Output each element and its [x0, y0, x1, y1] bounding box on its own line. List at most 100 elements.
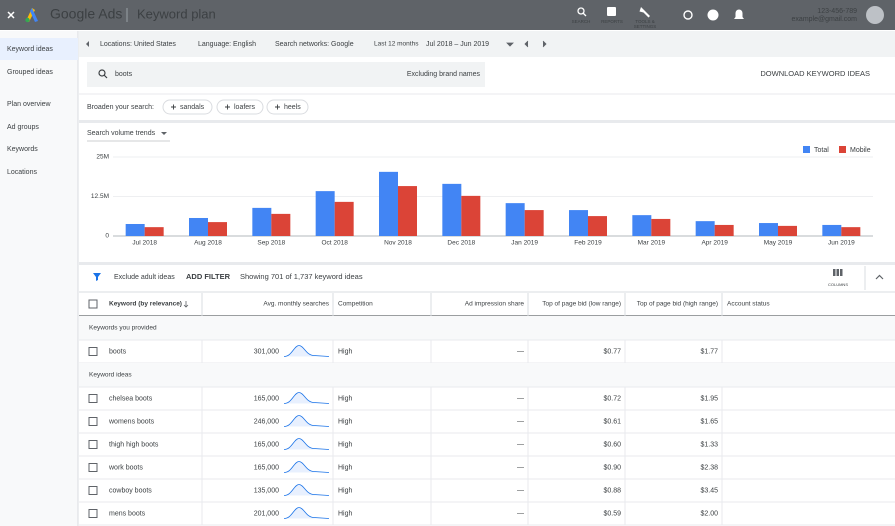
- keyword[interactable]: womens boots: [108, 418, 155, 425]
- account-email: example@gmail.com: [792, 16, 858, 23]
- checkbox[interactable]: [88, 394, 98, 403]
- bid-high: $3.45: [700, 487, 718, 494]
- showing-count: Showing 701 of 1,737 keyword ideas: [240, 272, 363, 281]
- bar: [461, 195, 481, 236]
- checkbox[interactable]: [88, 347, 98, 356]
- chip[interactable]: [216, 99, 264, 115]
- column-header[interactable]: Top of page bid (low range): [542, 301, 621, 308]
- column-header[interactable]: Account status: [727, 301, 770, 308]
- competition: High: [338, 348, 353, 355]
- bar: [505, 203, 525, 236]
- nav-label[interactable]: TOOLS &: [635, 19, 654, 24]
- sparkline: [283, 438, 330, 450]
- sidebar-item[interactable]: Plan overview: [7, 101, 52, 108]
- column-header[interactable]: Ad impression share: [465, 301, 525, 308]
- filter-locations[interactable]: Locations: United States: [100, 41, 176, 48]
- filter-period: Last 12 months: [374, 41, 419, 48]
- brand-option[interactable]: Excluding brand names: [407, 71, 481, 78]
- filter-bar: [79, 31, 895, 57]
- search-box[interactable]: [87, 62, 485, 87]
- section-title: Keywords you provided: [89, 325, 157, 332]
- column-header[interactable]: Keyword (by relevance): [109, 301, 182, 308]
- avg-searches: 246,000: [254, 418, 279, 425]
- sidebar-item[interactable]: Locations: [7, 169, 37, 176]
- toolbar-icons: [577, 7, 744, 21]
- y-tick-label: 0: [105, 233, 109, 240]
- collapse-icon[interactable]: [86, 41, 89, 47]
- search-icon: [103, 74, 108, 79]
- competition: High: [338, 464, 353, 471]
- chip-label[interactable]: heels: [284, 104, 301, 111]
- bid-high: $1.77: [700, 348, 718, 355]
- legend-swatch: [839, 146, 846, 153]
- avg-searches: 135,000: [254, 487, 279, 494]
- download-button[interactable]: DOWNLOAD KEYWORD IDEAS: [760, 69, 870, 78]
- keyword[interactable]: cowboy boots: [109, 487, 152, 494]
- keyword[interactable]: work boots: [108, 464, 143, 471]
- checkbox[interactable]: [88, 299, 98, 309]
- x-tick-label: Oct 2018: [321, 240, 348, 247]
- columns-label[interactable]: COLUMNS: [828, 282, 848, 287]
- bid-low: $0.88: [603, 487, 621, 494]
- nav-label[interactable]: SETTINGS: [634, 24, 657, 29]
- legend-swatch: [803, 146, 810, 153]
- column-header[interactable]: Competition: [338, 301, 373, 308]
- checkbox[interactable]: [88, 463, 98, 472]
- bar: [778, 225, 797, 236]
- sparkline: [283, 415, 330, 427]
- x-tick-label: May 2019: [764, 240, 793, 247]
- columns-icon[interactable]: [833, 269, 843, 276]
- filter-language[interactable]: Language: English: [198, 41, 256, 48]
- bar: [822, 224, 842, 236]
- column-header[interactable]: Top of page bid (high range): [637, 301, 718, 308]
- collapse-icon[interactable]: [875, 274, 884, 280]
- bar: [315, 191, 335, 236]
- bar: [524, 210, 544, 236]
- add-filter[interactable]: ADD FILTER: [186, 272, 231, 281]
- sidebar-item[interactable]: Keywords: [7, 146, 38, 153]
- chip-label[interactable]: sandals: [180, 104, 205, 111]
- bar: [144, 227, 164, 236]
- sidebar: [0, 31, 78, 526]
- checkbox[interactable]: [88, 440, 98, 449]
- chip[interactable]: [162, 99, 213, 115]
- keyword[interactable]: boots: [109, 348, 127, 355]
- exclude-adult[interactable]: Exclude adult ideas: [114, 274, 175, 281]
- column-header[interactable]: Avg. monthly searches: [263, 301, 329, 308]
- avatar[interactable]: [866, 6, 884, 24]
- nav-label[interactable]: REPORTS: [601, 19, 623, 24]
- checkbox[interactable]: [88, 486, 98, 495]
- keyword[interactable]: thigh high boots: [109, 441, 159, 448]
- chip[interactable]: [266, 99, 309, 115]
- x-tick-label: Jul 2018: [132, 240, 157, 247]
- keyword[interactable]: mens boots: [109, 510, 146, 517]
- dropdown-arrow[interactable]: [161, 132, 167, 135]
- sparkline: [283, 345, 330, 357]
- checkbox[interactable]: [88, 417, 98, 426]
- chip-label[interactable]: loafers: [234, 104, 256, 111]
- keyword[interactable]: chelsea boots: [109, 395, 153, 402]
- x-tick-label: Jun 2019: [828, 240, 855, 247]
- x-tick-label: Dec 2018: [447, 240, 475, 247]
- bid-low: $0.59: [603, 510, 621, 517]
- checkbox[interactable]: [88, 509, 98, 518]
- chip-plus: [225, 104, 230, 110]
- filter-dates[interactable]: Jul 2018 – Jun 2019: [426, 41, 489, 48]
- nav-label[interactable]: SEARCH: [572, 19, 591, 24]
- bar: [379, 171, 398, 236]
- sidebar-item[interactable]: Keyword ideas: [7, 46, 53, 53]
- search-query[interactable]: boots: [115, 71, 133, 78]
- x-tick-label: Apr 2019: [701, 240, 728, 247]
- sort-icon[interactable]: [183, 301, 189, 308]
- bar: [759, 223, 778, 236]
- bid-high: $2.38: [700, 464, 718, 471]
- sidebar-item[interactable]: Grouped ideas: [7, 69, 53, 76]
- chart-title[interactable]: Search volume trends: [87, 130, 156, 137]
- date-controls[interactable]: [506, 40, 547, 48]
- sidebar-item[interactable]: Ad groups: [7, 124, 39, 131]
- bar: [714, 224, 734, 236]
- filter-networks[interactable]: Search networks: Google: [275, 41, 354, 48]
- close-icon[interactable]: [7, 11, 15, 19]
- filter-icon[interactable]: [93, 273, 101, 281]
